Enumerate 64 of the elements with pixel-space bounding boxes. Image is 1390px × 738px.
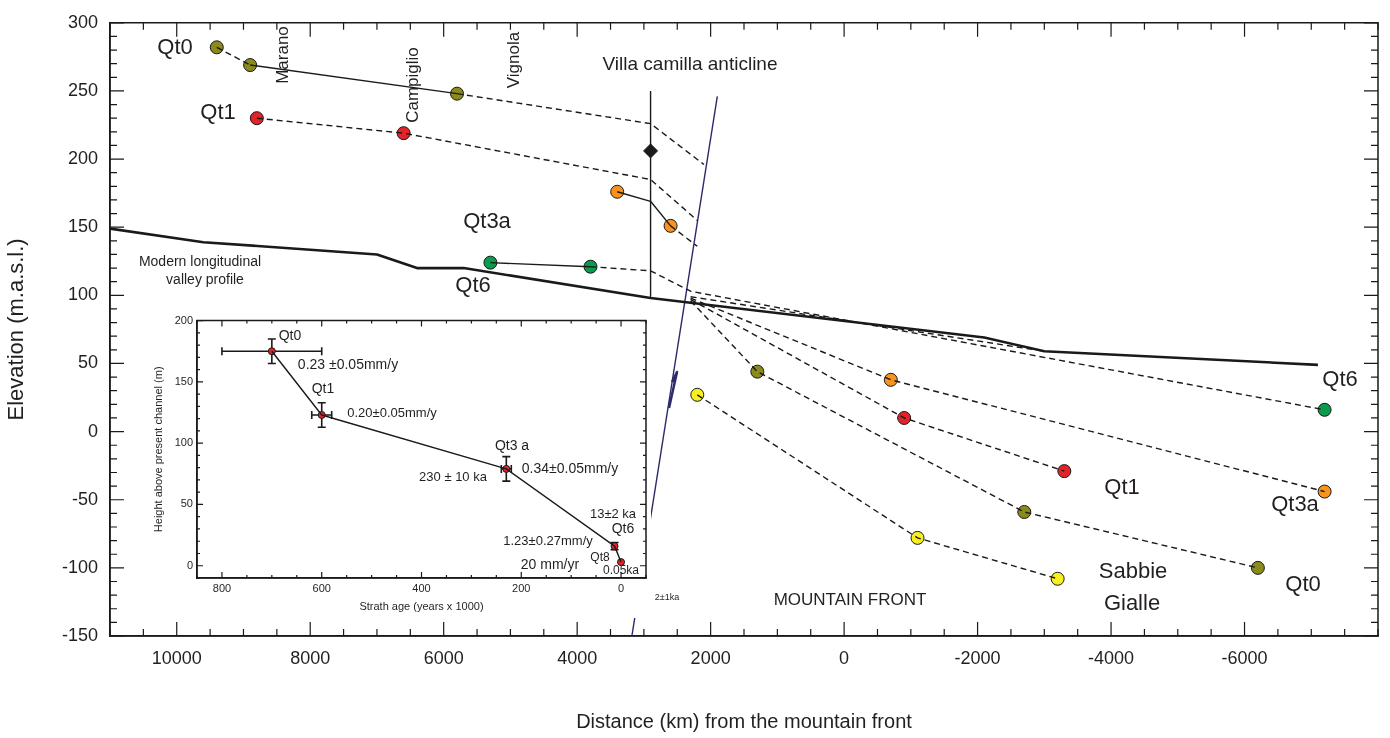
annotation: Qt3a [463, 208, 512, 234]
x-tick-label: 6000 [423, 647, 464, 668]
x-tick-label: -6000 [1221, 647, 1268, 668]
annotation: Gialle [1103, 590, 1161, 616]
annotation: valley profile [166, 270, 245, 287]
annotation: Modern longitudinal [138, 252, 262, 269]
annotation: 0.05ka [602, 563, 640, 578]
annotation: Qt0 [1285, 571, 1321, 597]
y-tick-label: 0 [87, 420, 98, 441]
y-tick-label: 100 [67, 284, 98, 305]
annotation: Qt3 a [494, 436, 530, 453]
x-axis-title: Strath age (years x 1000) [359, 600, 484, 613]
annotation: 20 mm/yr [520, 555, 580, 572]
x-tick-label: 0 [617, 581, 625, 594]
x-tick-label: -4000 [1088, 647, 1135, 668]
x-tick-label: 200 [512, 581, 531, 594]
annotation: Qt6 [611, 519, 635, 536]
y-tick-label: 150 [174, 374, 193, 387]
annotation: 1.23±0.27mm/y [503, 532, 594, 548]
annotation: Qt0 [157, 34, 193, 60]
annotation: Villa camilla anticline [602, 53, 778, 75]
annotation: Qt3a [1271, 491, 1320, 517]
y-tick-label: 150 [67, 216, 98, 237]
annotation: Qt8 [590, 550, 610, 565]
x-tick-label: 2000 [690, 647, 731, 668]
x-tick-label: 600 [312, 581, 331, 594]
y-tick-label: 100 [174, 436, 193, 449]
annotation: Vignola [503, 31, 523, 89]
x-tick-label: 4000 [557, 647, 598, 668]
x-tick-label: 0 [839, 647, 850, 668]
annotation: Qt1 [200, 99, 236, 125]
y-tick-label: 200 [174, 313, 193, 326]
annotation: 2±1ka [654, 592, 680, 603]
annotation: 13±2 ka [589, 505, 637, 521]
annotation: 0.20±0.05mm/y [347, 404, 438, 420]
y-axis-title: Height above present channel (m) [151, 366, 164, 533]
x-tick-label: -2000 [954, 647, 1001, 668]
x-tick-label: 8000 [290, 647, 331, 668]
annotation: 0.23 ±0.05mm/y [297, 355, 399, 372]
annotation: MOUNTAIN FRONT [773, 589, 927, 609]
y-tick-label: 200 [67, 148, 98, 169]
y-tick-label: 50 [180, 497, 193, 510]
x-tick-label: 400 [412, 581, 431, 594]
y-tick-label: 250 [67, 79, 98, 100]
y-tick-label: 50 [77, 352, 98, 373]
y-tick-label: -50 [71, 488, 98, 509]
annotation: Marano [272, 26, 292, 84]
annotation: 230 ± 10 ka [419, 468, 488, 484]
x-axis-title: Distance (km) from the mountain front [576, 709, 913, 732]
annotation: Campiglio [402, 47, 422, 123]
y-tick-label: -100 [61, 556, 98, 577]
annotation: Sabbie [1098, 558, 1168, 584]
y-tick-label: -150 [61, 624, 98, 645]
annotation: Qt0 [278, 326, 302, 343]
x-tick-label: 800 [212, 581, 232, 594]
annotation: Qt1 [1104, 474, 1140, 500]
y-tick-label: 300 [67, 11, 98, 32]
annotation: Qt1 [311, 379, 335, 396]
annotation: 0.34±0.05mm/y [521, 459, 619, 476]
annotation: Qt6 [1322, 366, 1358, 392]
x-tick-label: 10000 [151, 647, 202, 668]
annotation: Qt6 [455, 272, 491, 298]
y-axis-title: Elevation (m.a.s.l.) [3, 238, 29, 421]
y-tick-label: 0 [186, 558, 193, 571]
